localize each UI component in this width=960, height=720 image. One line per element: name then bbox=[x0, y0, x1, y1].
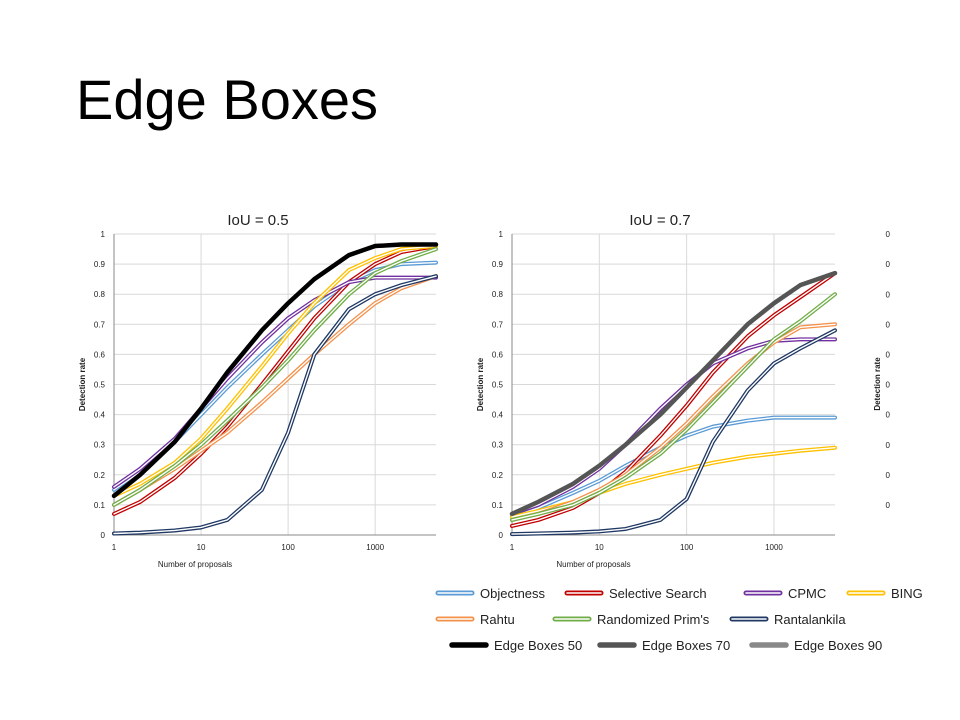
x-tick-label: 1000 bbox=[366, 543, 384, 552]
series-line-inner bbox=[113, 248, 437, 506]
x-axis-label: Number of proposals bbox=[556, 560, 630, 569]
chart-title: IoU = 0.5 bbox=[227, 212, 288, 229]
y-tick-label: 0.8 bbox=[94, 290, 106, 299]
series-line-inner bbox=[511, 272, 836, 527]
y-tick-label: 0.5 bbox=[94, 381, 106, 390]
x-tick-label: 100 bbox=[680, 543, 694, 552]
legend-label: Edge Boxes 70 bbox=[642, 638, 730, 653]
legend-item: Objectness bbox=[435, 586, 546, 601]
y-tick-label: 0.3 bbox=[94, 441, 106, 450]
y-tick-label: 0 bbox=[886, 351, 891, 360]
x-axis-label: Number of proposals bbox=[158, 560, 232, 569]
series-line-inner bbox=[113, 276, 437, 488]
y-tick-label: 0.4 bbox=[94, 411, 106, 420]
x-tick-label: 10 bbox=[197, 543, 206, 552]
series-line-inner bbox=[511, 323, 836, 521]
y-tick-label: 0 bbox=[886, 290, 891, 299]
y-tick-label: 0 bbox=[886, 441, 891, 450]
legend-label: CPMC bbox=[788, 586, 826, 601]
chart-3-partial: 0 0 0 0 0 0 0 0 0 0 Detection rate bbox=[873, 230, 891, 510]
y-tick-label: 0.8 bbox=[492, 290, 504, 299]
chart-title: IoU = 0.7 bbox=[629, 212, 690, 229]
series-line bbox=[510, 415, 837, 519]
legend-item: Selective Search bbox=[564, 586, 707, 601]
series-line bbox=[509, 270, 838, 517]
y-tick-label: 0.5 bbox=[492, 381, 504, 390]
legend-label: Edge Boxes 90 bbox=[794, 638, 882, 653]
legend-item: Rantalankila bbox=[729, 612, 846, 627]
y-tick-label: 0.9 bbox=[492, 260, 504, 269]
series-line bbox=[510, 292, 837, 522]
chart-2: 0 0.1 0.2 0.3 0.4 0.5 0.6 0.7 0.8 0.9 1 1 10 100 1000 I… bbox=[476, 212, 838, 569]
legend-label: Objectness bbox=[480, 586, 546, 601]
legend-item: Edge Boxes 50 bbox=[449, 638, 582, 653]
y-tick-label: 0 bbox=[886, 501, 891, 510]
y-tick-label: 0.1 bbox=[94, 501, 106, 510]
y-tick-label: 0 bbox=[499, 531, 504, 540]
y-tick-label: 0 bbox=[886, 471, 891, 480]
y-tick-label: 0 bbox=[886, 320, 891, 329]
legend-item: BING bbox=[846, 586, 923, 601]
legend-label: BING bbox=[891, 586, 923, 601]
series-line-inner bbox=[113, 245, 437, 515]
slide-title: Edge Boxes bbox=[76, 68, 378, 131]
series-line-inner bbox=[113, 275, 437, 506]
y-tick-label: 1 bbox=[101, 230, 106, 239]
series-line-inner bbox=[113, 275, 437, 535]
x-tick-label: 100 bbox=[281, 543, 295, 552]
chart-1: 0 0.1 0.2 0.3 0.4 0.5 0.6 0.7 0.8 0.9 1 1 10 100 1000 I… bbox=[78, 212, 439, 569]
y-tick-label: 0.6 bbox=[492, 350, 504, 359]
legend-label: Rantalankila bbox=[774, 612, 846, 627]
y-axis-label: Detection rate bbox=[476, 357, 485, 411]
y-tick-label: 0.2 bbox=[94, 471, 106, 480]
y-axis-label: Detection rate bbox=[873, 357, 882, 411]
legend-item: Randomized Prim's bbox=[552, 612, 710, 627]
y-tick-label: 0 bbox=[886, 411, 891, 420]
y-tick-label: 1 bbox=[499, 230, 504, 239]
y-tick-label: 0.7 bbox=[94, 320, 106, 329]
legend-label: Edge Boxes 50 bbox=[494, 638, 582, 653]
series-line bbox=[111, 242, 439, 499]
legend-item: Rahtu bbox=[435, 612, 515, 627]
series-line bbox=[510, 337, 837, 516]
y-tick-label: 0.2 bbox=[492, 471, 504, 480]
y-tick-label: 0.9 bbox=[94, 260, 106, 269]
y-tick-label: 0.7 bbox=[492, 320, 504, 329]
x-tick-label: 1000 bbox=[765, 543, 783, 552]
y-tick-label: 0.4 bbox=[492, 411, 504, 420]
x-tick-label: 1 bbox=[510, 543, 515, 552]
y-tick-label: 0.1 bbox=[492, 501, 504, 510]
x-tick-label: 10 bbox=[595, 543, 604, 552]
legend-label: Rahtu bbox=[480, 612, 515, 627]
legend-item: CPMC bbox=[743, 586, 826, 601]
legend-item: Edge Boxes 70 bbox=[597, 638, 730, 653]
legend-item: Edge Boxes 90 bbox=[749, 638, 882, 653]
series-line bbox=[112, 247, 438, 507]
series-line-inner bbox=[511, 416, 836, 518]
y-tick-label: 0 bbox=[886, 260, 891, 269]
y-tick-label: 0 bbox=[101, 531, 106, 540]
legend-label: Selective Search bbox=[609, 586, 707, 601]
series-line-inner bbox=[511, 293, 836, 521]
y-tick-label: 0 bbox=[886, 381, 891, 390]
y-tick-label: 0.3 bbox=[492, 441, 504, 450]
legend: Objectness Selective Search CPMC BING Rahtu R… bbox=[435, 586, 923, 653]
series-line-inner bbox=[113, 245, 437, 497]
series-line-inner bbox=[511, 329, 836, 535]
series-line-inner bbox=[511, 338, 836, 515]
x-tick-label: 1 bbox=[112, 543, 117, 552]
y-axis-label: Detection rate bbox=[78, 357, 87, 411]
y-tick-label: 0.6 bbox=[94, 350, 106, 359]
legend-label: Randomized Prim's bbox=[597, 612, 710, 627]
y-tick-label: 0 bbox=[886, 230, 891, 239]
